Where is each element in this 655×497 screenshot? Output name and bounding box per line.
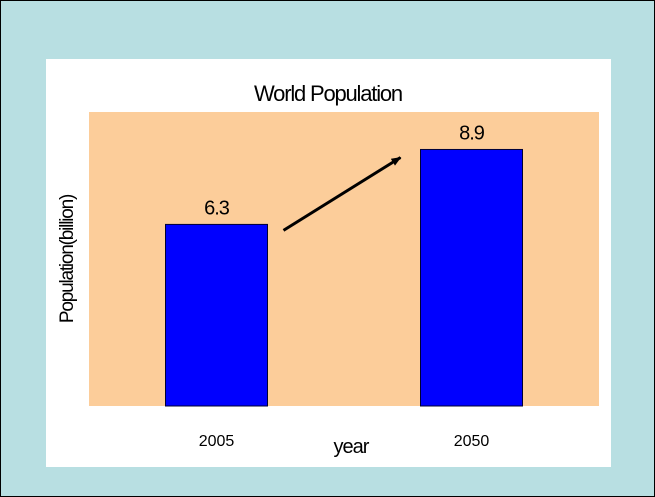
- bar-2005: [165, 223, 268, 407]
- chart-title: World Population: [254, 81, 402, 106]
- y-axis-label: Population(billion): [57, 194, 78, 323]
- trend-arrow: [282, 156, 402, 232]
- data-label-2050: 8.9: [459, 122, 485, 144]
- bar-2050: [420, 148, 523, 407]
- data-label-2005: 6.3: [204, 197, 230, 219]
- chart-panel: World Population Population(billion) yea…: [46, 59, 611, 467]
- bar-chart: World Population Population(billion) yea…: [57, 81, 599, 458]
- x-axis-label: year: [334, 436, 370, 458]
- x-tick-label-2050: 2050: [454, 433, 490, 450]
- x-tick-label-2005: 2005: [199, 433, 235, 450]
